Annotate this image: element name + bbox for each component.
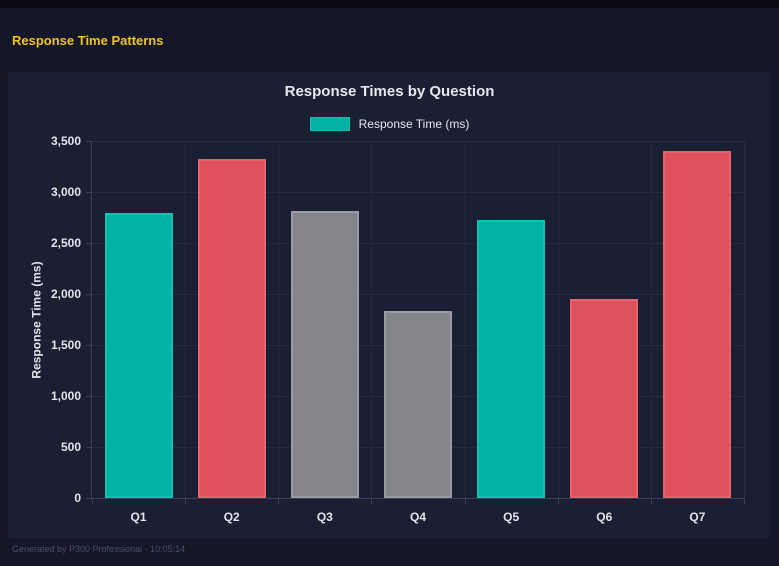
y-tick-mark	[86, 498, 92, 499]
x-tick-mark	[557, 498, 559, 504]
y-tick-label: 3,500	[50, 134, 81, 148]
chart-panel: Response Times by Question Response Time…	[8, 72, 771, 538]
x-axis-label-q5: Q5	[503, 510, 520, 524]
gridline-horizontal	[92, 243, 744, 244]
bar-q4[interactable]	[384, 311, 452, 498]
y-tick-mark	[86, 396, 92, 397]
y-tick-label: 1,000	[50, 389, 81, 403]
footer-text: Generated by P300 Professional - 10:05:1…	[12, 544, 186, 554]
gridline-vertical	[185, 141, 187, 498]
x-axis-label-q4: Q4	[409, 510, 427, 524]
x-tick-mark	[744, 498, 745, 504]
bar-q5[interactable]	[477, 219, 546, 498]
y-tick-label: 3,000	[50, 185, 81, 199]
x-tick-mark	[464, 498, 466, 504]
gridline-horizontal	[92, 294, 744, 295]
window-top-strip	[0, 0, 779, 8]
x-axis-label-q1: Q1	[130, 510, 147, 524]
gridline-vertical	[650, 141, 652, 498]
legend-label: Response Time (ms)	[358, 117, 470, 131]
legend-swatch-response-time	[309, 117, 350, 131]
page-title: Response Time Patterns	[12, 33, 164, 48]
gridline-vertical	[371, 141, 373, 498]
x-tick-mark	[92, 498, 93, 504]
gridline-horizontal	[92, 141, 744, 142]
y-tick-label: 2,500	[50, 236, 81, 250]
y-tick-mark	[86, 294, 92, 295]
x-axis-label-q6: Q6	[596, 510, 613, 524]
y-tick-mark	[86, 447, 92, 448]
bar-q2[interactable]	[197, 159, 266, 498]
y-axis-title: Response Time (ms)	[30, 260, 44, 379]
bar-q6[interactable]	[570, 299, 639, 498]
x-tick-mark	[185, 498, 187, 504]
chart-title: Response Times by Question	[284, 83, 495, 100]
x-axis-label-q3: Q3	[316, 510, 333, 524]
y-tick-label: 0	[74, 491, 81, 505]
y-tick-mark	[86, 141, 92, 142]
x-axis-label-q2: Q2	[223, 510, 240, 524]
gridline-vertical	[278, 141, 280, 498]
bar-q7[interactable]	[663, 151, 732, 498]
y-tick-label: 1,500	[50, 338, 81, 352]
x-axis-label-q7: Q7	[689, 510, 706, 524]
bar-q1[interactable]	[104, 213, 173, 498]
gridline-vertical	[557, 141, 559, 498]
y-tick-mark	[86, 243, 92, 244]
gridline-vertical	[464, 141, 466, 498]
y-tick-label: 2,000	[50, 287, 81, 301]
plot-area: Response Time (ms) 0 500 1,000 1,500 2,000 2,…	[30, 134, 745, 524]
y-tick-mark	[86, 192, 92, 193]
x-tick-mark	[650, 498, 652, 504]
y-axis-title-box: Response Time (ms)	[20, 141, 54, 498]
bar-q3[interactable]	[290, 211, 359, 498]
x-tick-mark	[371, 498, 373, 504]
chart-legend[interactable]: Response Time (ms)	[8, 116, 771, 132]
x-tick-mark	[278, 498, 280, 504]
gridline-horizontal	[92, 192, 744, 193]
gridline-vertical	[744, 141, 745, 498]
y-tick-label: 500	[60, 440, 81, 454]
y-tick-mark	[86, 345, 92, 346]
